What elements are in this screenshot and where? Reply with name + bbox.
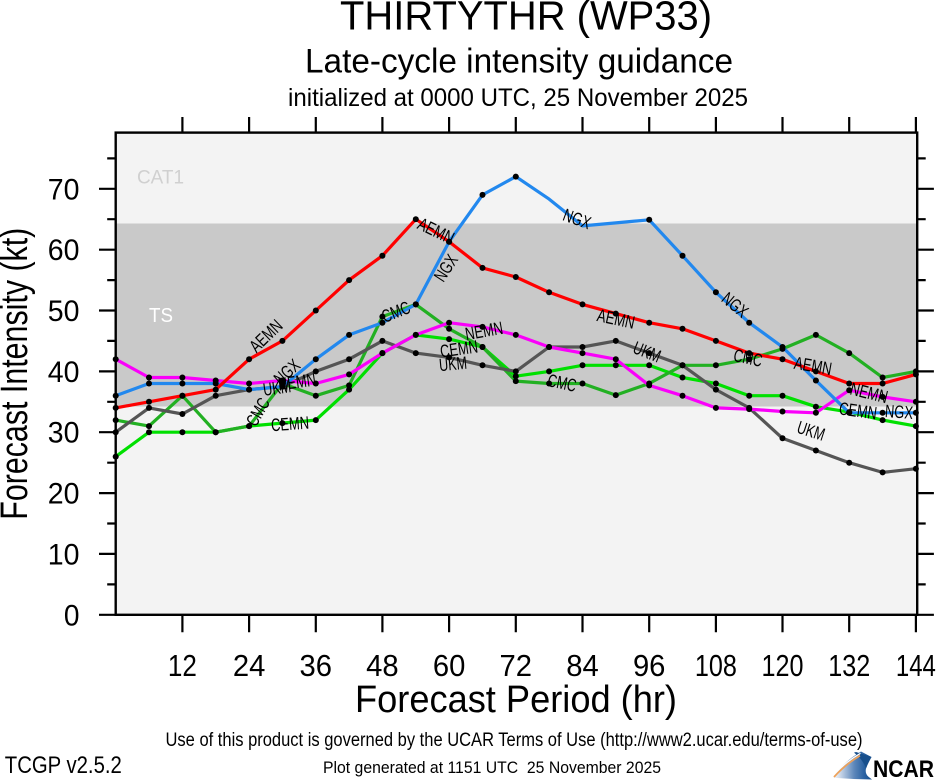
svg-text:0: 0 [64,599,80,632]
svg-text:132: 132 [828,649,870,683]
svg-text:initialized at 0000 UTC, 25 No: initialized at 0000 UTC, 25 November 202… [288,84,748,112]
svg-text:CEMN: CEMN [270,413,309,436]
svg-text:96: 96 [633,649,666,683]
svg-text:Forecast Period (hr): Forecast Period (hr) [355,679,677,721]
svg-text:Late-cycle intensity guidance: Late-cycle intensity guidance [305,43,733,81]
svg-text:108: 108 [695,649,737,683]
svg-text:NCAR: NCAR [873,756,934,780]
svg-text:60: 60 [433,649,466,683]
svg-text:60: 60 [48,234,80,267]
svg-text:50: 50 [48,295,80,328]
svg-text:36: 36 [300,649,333,683]
svg-text:84: 84 [566,649,599,683]
svg-text:CAT1: CAT1 [137,168,184,189]
svg-text:Use of this product is governe: Use of this product is governed by the U… [166,730,863,751]
svg-text:NGX: NGX [884,401,913,423]
svg-text:TS: TS [149,305,173,327]
svg-text:12: 12 [168,649,197,683]
svg-text:Forecast Intensity (kt): Forecast Intensity (kt) [0,228,36,520]
svg-text:Plot generated at 1151 UTC 25: Plot generated at 1151 UTC 25 November 2… [323,758,661,777]
svg-text:48: 48 [366,649,399,683]
svg-text:40: 40 [48,356,80,389]
svg-text:24: 24 [233,649,266,683]
svg-text:20: 20 [48,478,80,511]
svg-text:UKM: UKM [438,353,468,375]
svg-text:120: 120 [762,649,804,683]
svg-text:UKM: UKM [262,376,293,400]
svg-text:30: 30 [48,417,80,450]
svg-text:70: 70 [48,173,80,206]
svg-text:THIRTYTHR (WP33): THIRTYTHR (WP33) [340,0,712,39]
svg-text:TCGP v2.5.2: TCGP v2.5.2 [5,752,122,779]
svg-text:10: 10 [48,538,80,571]
svg-text:72: 72 [500,649,533,683]
svg-text:144: 144 [896,649,936,683]
